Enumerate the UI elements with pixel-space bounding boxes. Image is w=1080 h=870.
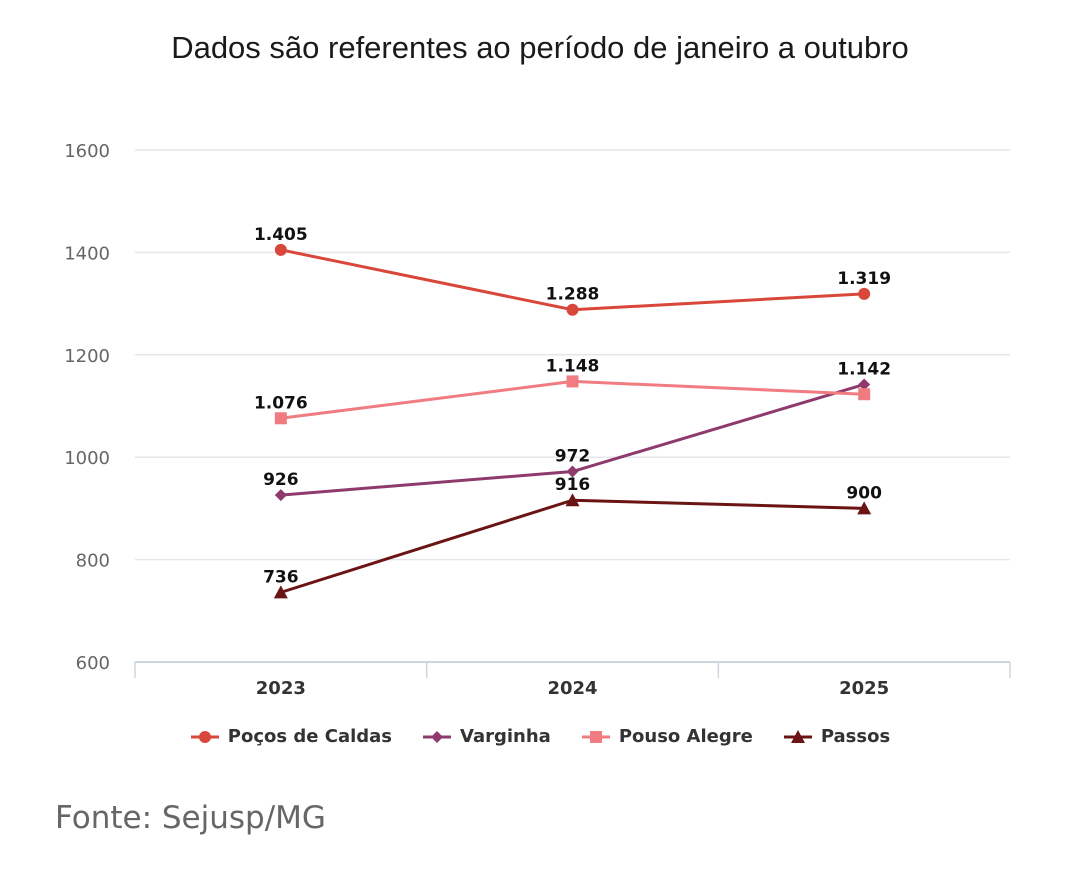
x-tick-label: 2024 bbox=[547, 678, 597, 699]
square-marker-icon bbox=[581, 730, 610, 743]
legend-label: Poços de Caldas bbox=[227, 726, 393, 747]
data-point bbox=[858, 378, 871, 391]
legend-marker bbox=[431, 730, 444, 743]
legend: Poços de Caldas Varginha Pouso Alegre Passo… bbox=[0, 726, 1080, 747]
data-point bbox=[566, 303, 579, 316]
data-label: 916 bbox=[555, 475, 591, 495]
legend-item[interactable]: Passos bbox=[783, 726, 890, 747]
chart-title: Dados são referentes ao período de janei… bbox=[171, 30, 909, 65]
data-point bbox=[274, 243, 287, 256]
y-axis: 600 800 1000 1200 1400 1600 bbox=[64, 141, 110, 674]
data-label: 1.288 bbox=[546, 285, 600, 305]
diamond-marker-icon bbox=[423, 730, 452, 743]
data-point bbox=[857, 501, 872, 515]
legend-marker bbox=[790, 729, 805, 743]
data-label: 972 bbox=[555, 447, 591, 467]
legend-item[interactable]: Varginha bbox=[422, 726, 551, 747]
x-tick-label: 2023 bbox=[256, 678, 306, 699]
data-label: 926 bbox=[263, 470, 299, 490]
data-labels: 1.405 1.288 1.319 926 972 1.142 1.076 1.148 736 9… bbox=[254, 225, 891, 588]
data-point bbox=[566, 465, 579, 478]
legend-marker bbox=[589, 730, 602, 743]
source-note: Fonte: Sejusp/MG bbox=[55, 800, 326, 836]
series-markers bbox=[273, 243, 872, 599]
data-label: 1.319 bbox=[837, 269, 891, 289]
data-label: 1.405 bbox=[254, 225, 308, 245]
data-point bbox=[273, 585, 288, 599]
y-tick-label: 1600 bbox=[64, 141, 110, 162]
y-tick-label: 800 bbox=[76, 551, 110, 572]
y-tick-label: 600 bbox=[76, 653, 110, 674]
y-tick-label: 1400 bbox=[64, 243, 110, 264]
legend-marker bbox=[198, 730, 211, 743]
x-tick-label: 2025 bbox=[839, 678, 889, 699]
data-point bbox=[858, 287, 871, 300]
data-point bbox=[565, 493, 580, 507]
legend-label: Pouso Alegre bbox=[618, 726, 753, 747]
data-point bbox=[274, 489, 287, 502]
triangle-marker-icon bbox=[783, 729, 812, 743]
circle-marker-icon bbox=[190, 730, 219, 743]
series-line bbox=[280, 498, 865, 594]
y-tick-label: 1200 bbox=[64, 346, 110, 367]
data-point bbox=[566, 375, 579, 388]
y-tick-label: 1000 bbox=[64, 448, 110, 469]
data-label: 900 bbox=[846, 483, 882, 503]
legend-label: Passos bbox=[820, 726, 891, 747]
data-label: 1.142 bbox=[837, 359, 891, 379]
legend-item[interactable]: Pouso Alegre bbox=[581, 726, 753, 747]
data-label: 1.148 bbox=[546, 356, 600, 376]
legend-item[interactable]: Poços de Caldas bbox=[190, 726, 392, 747]
data-point bbox=[858, 388, 871, 401]
data-point bbox=[274, 412, 287, 425]
data-label: 1.076 bbox=[254, 393, 308, 413]
data-label: 736 bbox=[263, 567, 299, 587]
legend-label: Varginha bbox=[460, 726, 551, 747]
x-axis: 2023 2024 2025 bbox=[134, 661, 1011, 699]
